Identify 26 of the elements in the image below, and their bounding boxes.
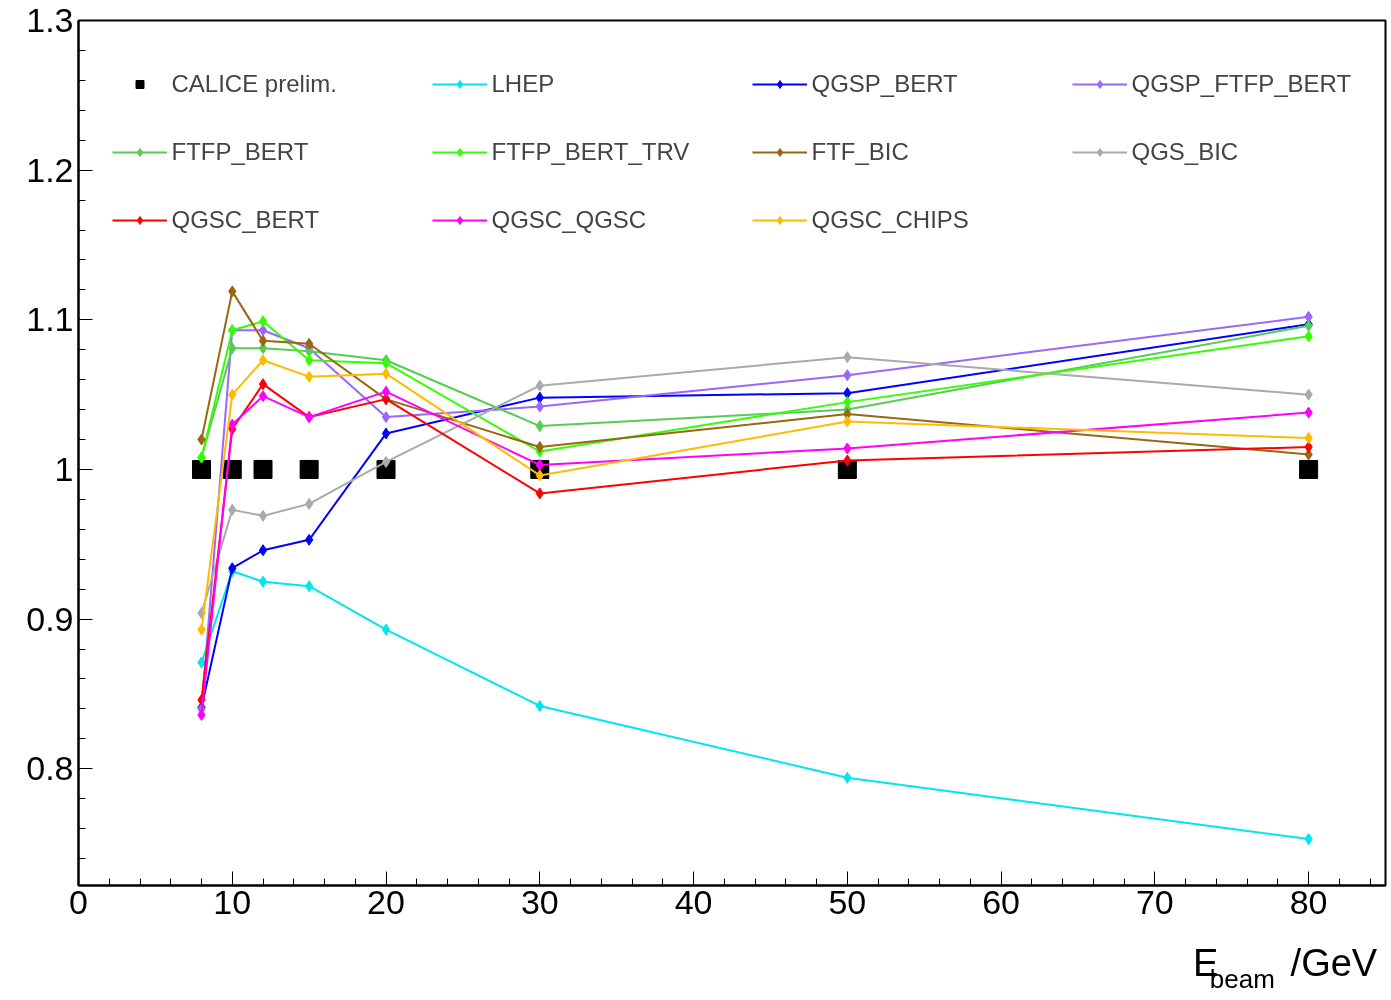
legend-label: QGSC_CHIPS (811, 206, 970, 234)
legend-label: QGSP_FTFP_BERT (1131, 70, 1352, 98)
y-tick-label: 1.1 (26, 300, 74, 339)
y-tick-label: 1.2 (26, 150, 74, 189)
x-tick-label: 10 (213, 882, 252, 921)
y-tick-label: 0.9 (26, 599, 74, 638)
x-tick-label: 50 (828, 882, 867, 921)
x-tick-label: 0 (69, 882, 88, 921)
legend-label: CALICE prelim. (171, 70, 338, 98)
y-tick-label: 1 (54, 449, 74, 488)
x-tick-label: 30 (520, 882, 559, 921)
legend-label: QGSC_BERT (171, 206, 321, 234)
legend-label: QGSC_QGSC (491, 206, 648, 234)
x-tick-label: 60 (982, 882, 1021, 921)
x-tick-label: 20 (367, 882, 405, 921)
legend-label: FTF_BIC (811, 138, 910, 166)
y-tick-label: 1.3 (26, 1, 74, 39)
x-tick-label: 70 (1135, 882, 1174, 921)
legend-label: LHEP (491, 70, 556, 98)
legend-label: FTFP_BERT (171, 138, 310, 166)
y-tick-label: 0.8 (26, 749, 74, 788)
legend-label: FTFP_BERT_TRV (491, 138, 691, 166)
x-tick-label: 40 (674, 882, 713, 921)
legend-label: QGSP_BERT (811, 70, 959, 98)
x-tick-label: 80 (1289, 882, 1328, 921)
legend-label: QGS_BIC (1131, 138, 1240, 166)
